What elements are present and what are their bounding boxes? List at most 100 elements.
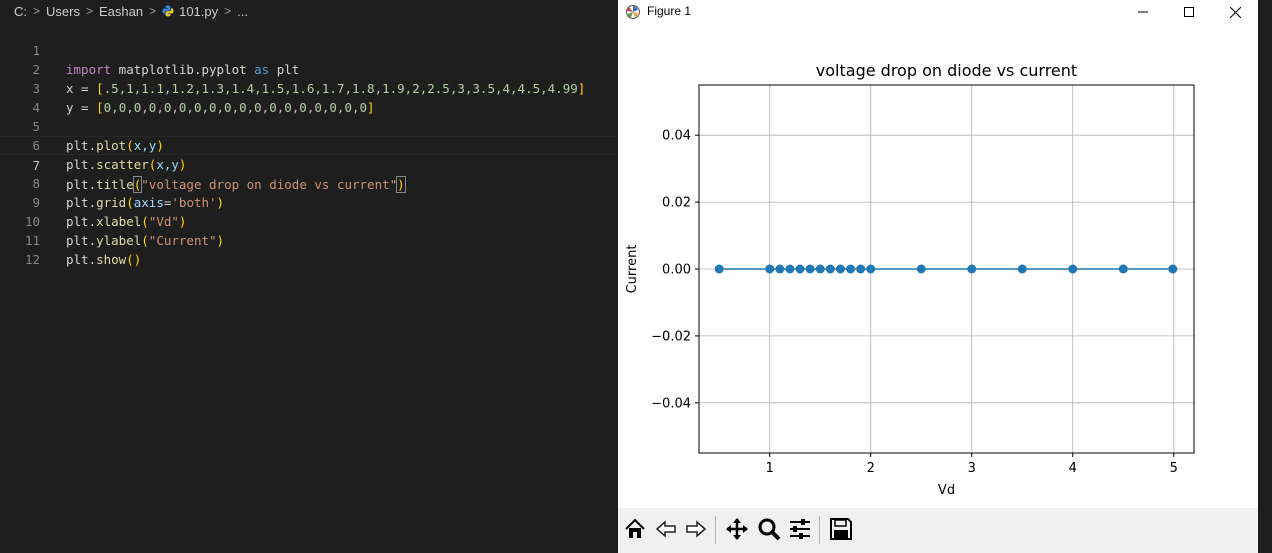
code-line[interactable]: 12 (0, 231, 618, 267)
breadcrumb-users[interactable]: Users (46, 3, 80, 19)
save-icon (830, 518, 852, 540)
code-line[interactable]: 11 plt.show() (0, 212, 618, 267)
figure-toolbar (618, 508, 1258, 553)
line-number: 11 (24, 233, 40, 248)
toolbar-separator (819, 516, 820, 544)
breadcrumb-user-folder[interactable]: Eashan (98, 3, 144, 19)
breadcrumb-file[interactable]: 101.py (162, 4, 218, 19)
code-text: import matplotlib.pyplot as plt (66, 62, 300, 77)
code-text: plt.xlabel("Vd") (66, 214, 187, 229)
maximize-icon (1184, 7, 1194, 17)
data-point (835, 264, 845, 274)
code-editor[interactable]: C: > Users > Eashan > 101.py > ... 1 imp… (0, 0, 618, 553)
breadcrumb-file-label: 101.py (179, 3, 219, 19)
code-line[interactable]: 9 plt.xlabel("Vd") (0, 174, 618, 229)
minimize-button[interactable] (1120, 0, 1166, 24)
matplotlib-logo-icon (626, 5, 640, 19)
forward-button[interactable] (681, 514, 711, 544)
x-tick-label: 2 (867, 461, 875, 476)
data-point (815, 264, 825, 274)
breadcrumb: C: > Users > Eashan > 101.py > ... (0, 0, 618, 22)
data-point (714, 264, 724, 274)
data-point (1017, 264, 1027, 274)
y-tick-label: 0.02 (662, 196, 691, 211)
line-number: 12 (24, 252, 40, 267)
data-point (785, 264, 795, 274)
data-point (916, 264, 926, 274)
data-point (775, 264, 785, 274)
close-icon (1229, 6, 1241, 18)
data-point (1168, 264, 1178, 274)
line-number: 3 (32, 81, 40, 96)
data-point (866, 264, 876, 274)
configure-button[interactable] (785, 514, 815, 544)
back-button[interactable] (651, 514, 681, 544)
code-line[interactable]: 5 plt.plot(x,y) (0, 98, 618, 153)
code-line[interactable]: 10 plt.ylabel("Current") (0, 193, 618, 248)
code-line[interactable]: 1 import matplotlib.pyplot as plt (0, 22, 618, 77)
plot-canvas[interactable]: 1 2 3 4 5 0.04 0.02 0.00 −0.02 −0.04 voltage drop … (618, 24, 1258, 508)
y-tick-label: 0.00 (662, 263, 691, 278)
code-line-current[interactable]: 7 plt.title("voltage drop on diode vs cu… (0, 136, 618, 193)
back-icon (655, 520, 676, 538)
data-point (1118, 264, 1128, 274)
code-text: x = [.5,1,1.1,1.2,1.3,1.4,1.5,1.6,1.7,1.… (66, 81, 586, 96)
code-area[interactable]: 1 import matplotlib.pyplot as plt 2 x = … (0, 22, 618, 267)
close-button[interactable] (1212, 0, 1258, 24)
forward-icon (686, 520, 707, 538)
code-text: plt.title("voltage drop on diode vs curr… (66, 176, 406, 193)
line-number: 2 (32, 62, 40, 77)
data-point (856, 264, 866, 274)
breadcrumb-symbol[interactable]: ... (237, 3, 248, 19)
x-tick-label: 4 (1069, 461, 1077, 476)
python-file-icon (162, 5, 174, 16)
maximize-button[interactable] (1166, 0, 1212, 24)
toolbar-separator (715, 516, 716, 544)
data-point (805, 264, 815, 274)
pan-icon (726, 518, 748, 540)
chevron-right-icon: > (149, 4, 157, 18)
home-button[interactable] (620, 514, 650, 544)
x-tick-label: 1 (766, 461, 774, 476)
code-text: y = [0,0,0,0,0,0,0,0,0,0,0,0,0,0,0,0,0,0… (66, 100, 375, 115)
chevron-right-icon: > (85, 4, 93, 18)
code-line[interactable]: 3 y = [0,0,0,0,0,0,0,0,0,0,0,0,0,0,0,0,0… (0, 60, 618, 115)
pan-button[interactable] (722, 514, 752, 544)
home-icon (625, 518, 645, 538)
data-point (967, 264, 977, 274)
x-tick-label: 3 (968, 461, 976, 476)
x-tick-label: 5 (1170, 461, 1178, 476)
data-point (1068, 264, 1078, 274)
minimize-icon (1138, 11, 1148, 13)
data-point (846, 264, 856, 274)
code-line[interactable]: 4 (0, 79, 618, 115)
figure-window: Figure 1 1 2 3 4 5 0.04 0.02 0.00 −0.02 −0.04 volt… (618, 0, 1258, 553)
y-tick-label: −0.02 (651, 329, 691, 344)
data-point (765, 264, 775, 274)
configure-icon (790, 519, 810, 539)
y-tick-label: −0.04 (651, 396, 691, 411)
line-number: 10 (24, 214, 40, 229)
line-number: 4 (32, 100, 40, 115)
line-number: 7 (32, 158, 40, 173)
chart-svg: 1 2 3 4 5 0.04 0.02 0.00 −0.02 −0.04 voltage drop … (625, 61, 1195, 498)
line-number: 6 (32, 138, 40, 153)
data-point (825, 264, 835, 274)
line-number: 1 (32, 43, 40, 58)
code-text: plt.show() (66, 252, 142, 267)
data-point (795, 264, 805, 274)
code-text: plt.ylabel("Current") (66, 233, 225, 248)
code-line[interactable]: 6 plt.scatter(x,y) (0, 117, 618, 172)
code-text: plt.plot(x,y) (66, 138, 164, 153)
line-number: 8 (32, 176, 40, 191)
editor-background-strip (1258, 0, 1272, 553)
chevron-right-icon: > (224, 4, 232, 18)
code-line[interactable]: 8 plt.grid(axis='both') (0, 155, 618, 210)
figure-titlebar[interactable]: Figure 1 (618, 0, 1258, 24)
save-button[interactable] (826, 514, 856, 544)
zoom-button[interactable] (754, 514, 784, 544)
zoom-icon (758, 518, 781, 541)
code-line[interactable]: 2 x = [.5,1,1.1,1.2,1.3,1.4,1.5,1.6,1.7,… (0, 41, 618, 96)
y-axis-label: Current (625, 245, 640, 294)
breadcrumb-drive[interactable]: C: (14, 3, 27, 19)
